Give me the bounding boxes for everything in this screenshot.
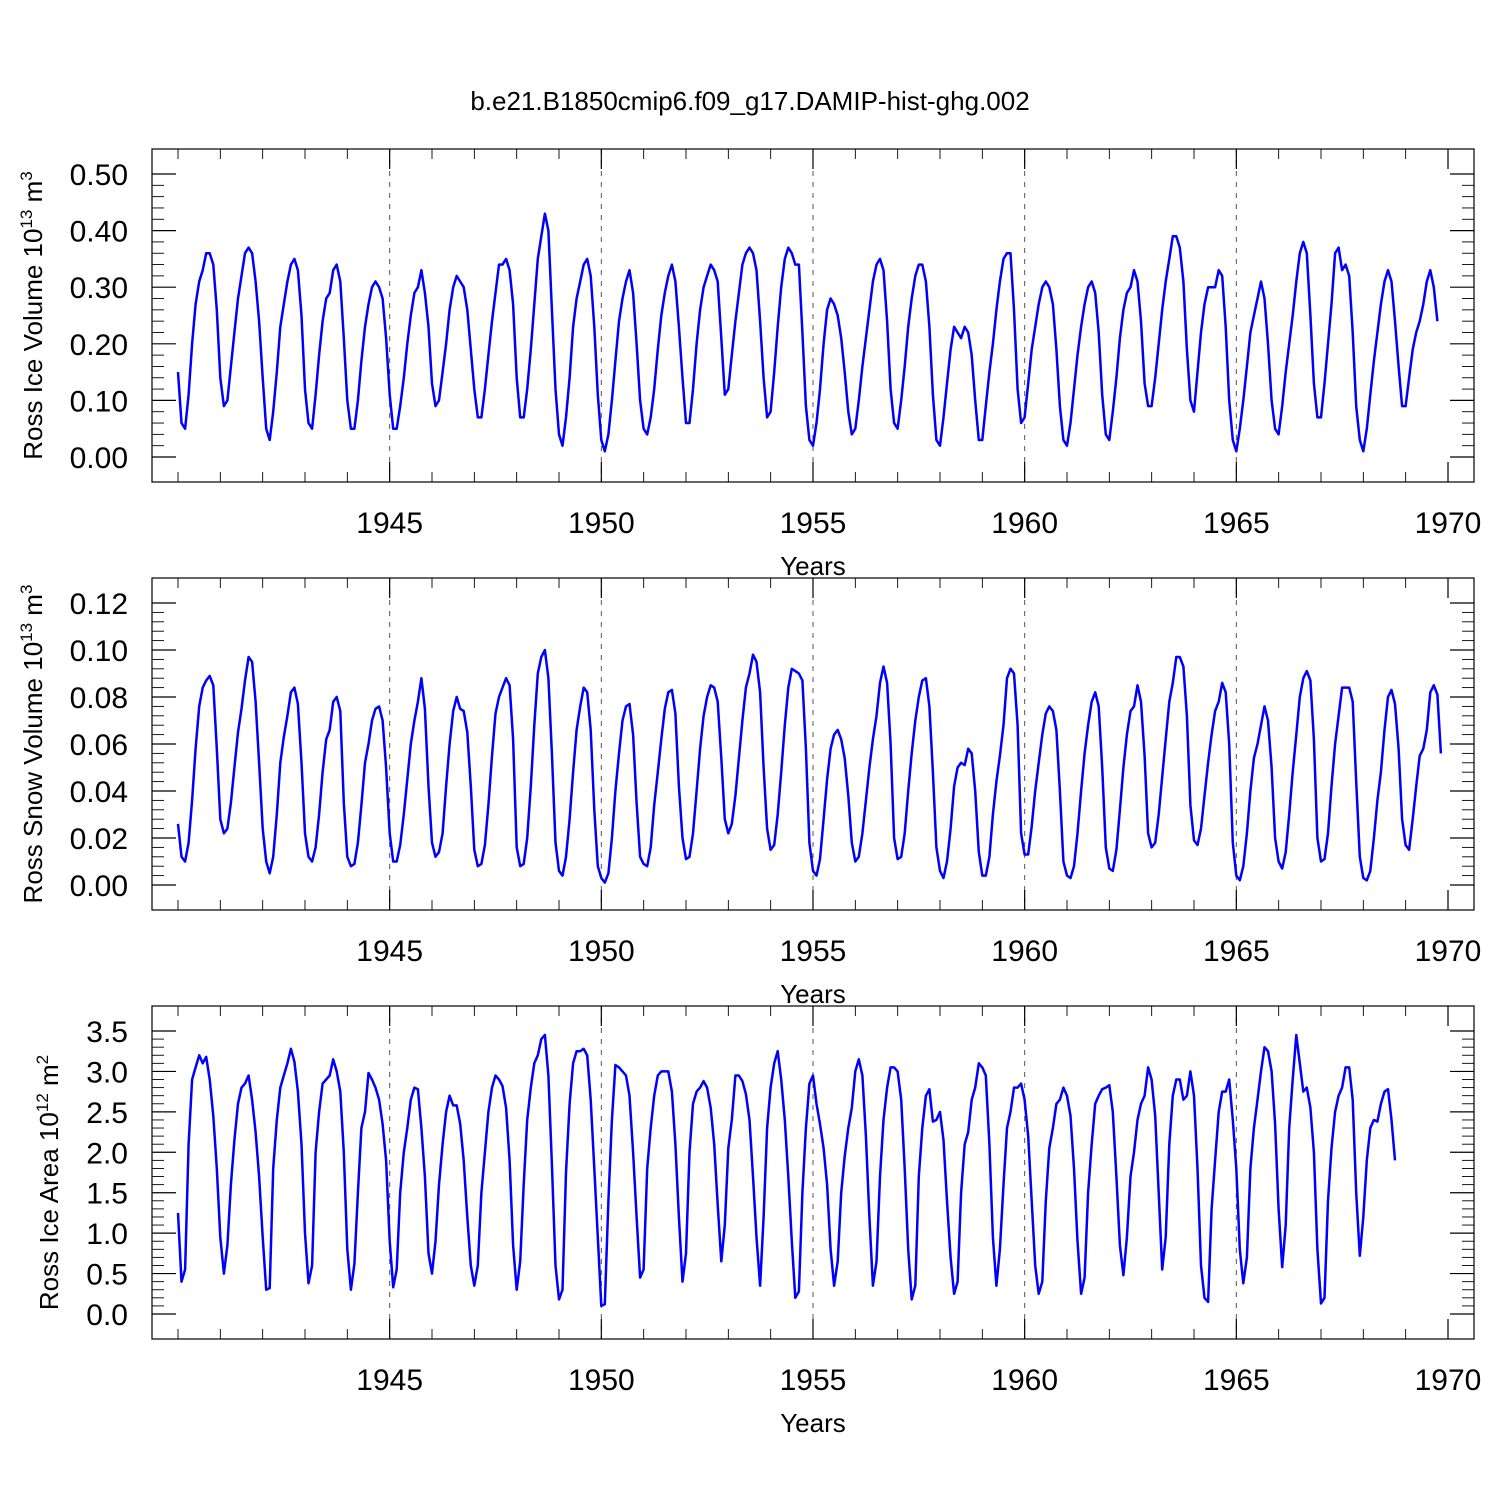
x-tick-label: 1970 bbox=[1415, 935, 1482, 968]
x-tick-label: 1970 bbox=[1415, 507, 1482, 540]
y-tick-label: 0.5 bbox=[86, 1259, 128, 1292]
y-tick-label: 0.50 bbox=[70, 159, 128, 192]
x-tick-label: 1955 bbox=[780, 1364, 847, 1397]
x-tick-label: 1950 bbox=[568, 507, 635, 540]
figure-title: b.e21.B1850cmip6.f09_g17.DAMIP-hist-ghg.… bbox=[470, 86, 1029, 116]
panel-ross-ice-volume: 1945 1950 1955 1960 1965 1970 0.00 0.10 0.20 0.30… bbox=[17, 148, 1482, 581]
y-tick-label: 0.12 bbox=[70, 588, 128, 621]
series-line-ross-snow-volume bbox=[176, 648, 1443, 884]
y-tick-label: 0.10 bbox=[70, 635, 128, 668]
y-tick-label: 0.00 bbox=[70, 442, 128, 475]
y-tick-label: 0.20 bbox=[70, 329, 128, 362]
x-tick-label: 1965 bbox=[1203, 507, 1270, 540]
series-line-ross-ice-volume bbox=[176, 212, 1439, 453]
y-tick-label: 2.0 bbox=[86, 1137, 128, 1170]
x-tick-label: 1960 bbox=[991, 507, 1058, 540]
y-tick-label: 0.00 bbox=[70, 870, 128, 903]
y-tick-label: 3.5 bbox=[86, 1016, 128, 1049]
y-tick-label: 2.5 bbox=[86, 1097, 128, 1130]
y-axis-label: Ross Ice Volume 1013 m3 bbox=[17, 171, 48, 460]
y-tick-label: 0.06 bbox=[70, 729, 128, 762]
x-tick-label: 1945 bbox=[356, 507, 423, 540]
x-tick-label: 1950 bbox=[568, 935, 635, 968]
y-tick-label: 0.08 bbox=[70, 682, 128, 715]
y-tick-label: 0.10 bbox=[70, 385, 128, 418]
panel-ross-ice-area: 1945 1950 1955 1960 1965 1970 0.0 0.5 1.0 1.5 2.0 2… bbox=[33, 1005, 1482, 1438]
x-tick-label: 1965 bbox=[1203, 1364, 1270, 1397]
x-axis-label: Years bbox=[780, 979, 846, 1009]
x-axis-label: Years bbox=[780, 1408, 846, 1438]
series-line-ross-ice-area bbox=[176, 1033, 1397, 1308]
x-tick-label: 1965 bbox=[1203, 935, 1270, 968]
panel-ross-snow-volume: 1945 1950 1955 1960 1965 1970 0.00 0.02 0.04 0.06… bbox=[17, 577, 1482, 1009]
y-tick-label: 0.30 bbox=[70, 272, 128, 305]
y-axis-label: Ross Ice Area 1012 m2 bbox=[33, 1055, 64, 1310]
x-tick-label: 1960 bbox=[991, 1364, 1058, 1397]
y-tick-label: 1.5 bbox=[86, 1178, 128, 1211]
y-tick-label: 1.0 bbox=[86, 1218, 128, 1251]
x-tick-label: 1945 bbox=[356, 935, 423, 968]
y-axis-label: Ross Snow Volume 1013 m3 bbox=[17, 585, 48, 904]
y-tick-label: 0.40 bbox=[70, 216, 128, 249]
x-axis-label: Years bbox=[780, 551, 846, 581]
x-tick-label: 1950 bbox=[568, 1364, 635, 1397]
y-tick-label: 3.0 bbox=[86, 1056, 128, 1089]
x-tick-label: 1960 bbox=[991, 935, 1058, 968]
y-tick-label: 0.0 bbox=[86, 1299, 128, 1332]
x-tick-label: 1970 bbox=[1415, 1364, 1482, 1397]
x-tick-label: 1945 bbox=[356, 1364, 423, 1397]
y-tick-label: 0.04 bbox=[70, 776, 128, 809]
y-tick-label: 0.02 bbox=[70, 823, 128, 856]
x-tick-label: 1955 bbox=[780, 507, 847, 540]
x-tick-label: 1955 bbox=[780, 935, 847, 968]
panels: 1945 1950 1955 1960 1965 1970 0.00 0.10 0.20 0.30… bbox=[17, 148, 1482, 1438]
